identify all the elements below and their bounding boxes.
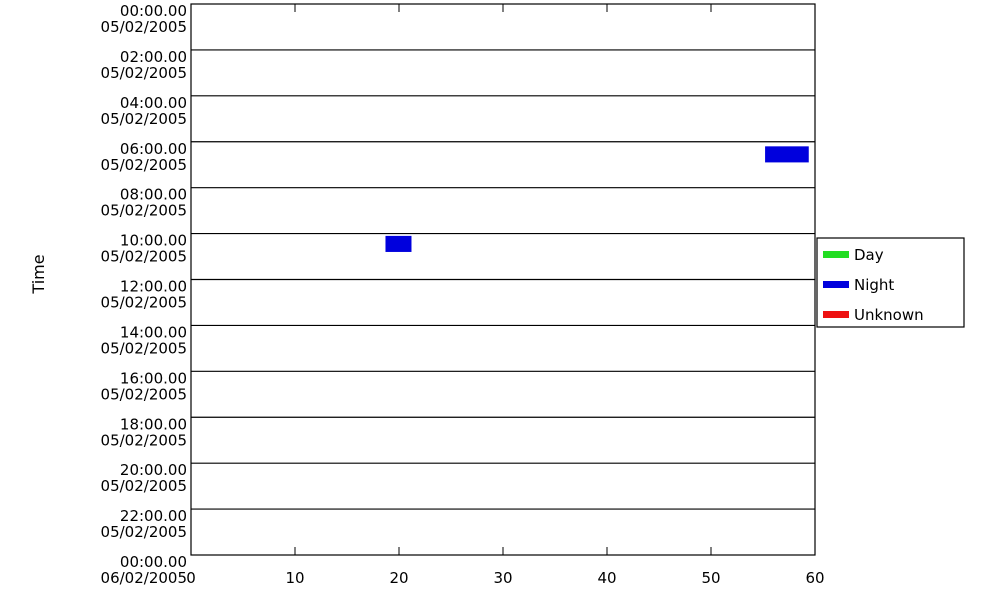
bar-night xyxy=(385,235,412,252)
x-tick-label: 60 xyxy=(805,569,824,587)
grid-lines xyxy=(191,49,815,510)
legend: Day Night Unknown xyxy=(816,237,965,328)
legend-label-unknown: Unknown xyxy=(854,306,924,324)
y-axis-title: Time xyxy=(29,254,48,294)
y-tick-label-time: 00:00.00 xyxy=(120,2,187,20)
y-tick-label-time: 22:00.00 xyxy=(120,507,187,525)
x-tick-label: 10 xyxy=(285,569,304,587)
x-tick-label: 20 xyxy=(389,569,408,587)
y-tick-label-time: 16:00.00 xyxy=(120,369,187,387)
y-tick-label-time: 18:00.00 xyxy=(120,415,187,433)
y-tick-label-date: 05/02/2005 xyxy=(101,385,187,403)
data-bars xyxy=(385,146,809,252)
bar-night xyxy=(765,146,809,163)
legend-label-night: Night xyxy=(854,276,894,294)
y-tick-label-date: 05/02/2005 xyxy=(101,477,187,495)
y-tick-label-time: 04:00.00 xyxy=(120,94,187,112)
x-tick-label: 0 xyxy=(186,569,196,587)
y-tick-label-time: 14:00.00 xyxy=(120,323,187,341)
x-tick-label: 50 xyxy=(701,569,720,587)
y-tick-label-date: 05/02/2005 xyxy=(101,64,187,82)
x-axis-tick-labels: 0 10 20 30 40 50 60 xyxy=(186,569,824,587)
legend-label-day: Day xyxy=(854,246,884,264)
y-tick-label-date: 06/02/2005 xyxy=(101,569,187,587)
y-tick-label-date: 05/02/2005 xyxy=(101,18,187,36)
legend-swatch-night xyxy=(823,281,849,288)
legend-items: Day Night Unknown xyxy=(823,246,924,324)
y-tick-label-date: 05/02/2005 xyxy=(101,156,187,174)
y-tick-label-time: 10:00.00 xyxy=(120,232,187,250)
y-axis-tick-labels: 00:00.0005/02/200502:00.0005/02/200504:0… xyxy=(101,2,187,587)
y-tick-label-time: 02:00.00 xyxy=(120,48,187,66)
y-tick-label-time: 08:00.00 xyxy=(120,186,187,204)
y-tick-label-time: 12:00.00 xyxy=(120,278,187,296)
y-tick-label-time: 06:00.00 xyxy=(120,140,187,158)
y-tick-label-date: 05/02/2005 xyxy=(101,294,187,312)
y-tick-label-date: 05/02/2005 xyxy=(101,431,187,449)
x-tick-label: 30 xyxy=(493,569,512,587)
y-tick-label-date: 05/02/2005 xyxy=(101,523,187,541)
y-tick-label-date: 05/02/2005 xyxy=(101,110,187,128)
x-tick-label: 40 xyxy=(597,569,616,587)
y-tick-label-date: 05/02/2005 xyxy=(101,339,187,357)
legend-swatch-unknown xyxy=(823,311,849,318)
y-tick-label-date: 05/02/2005 xyxy=(101,202,187,220)
y-tick-label-time: 00:00.00 xyxy=(120,553,187,571)
legend-swatch-day xyxy=(823,251,849,258)
y-tick-label-date: 05/02/2005 xyxy=(101,248,187,266)
y-tick-label-time: 20:00.00 xyxy=(120,461,187,479)
x-axis-ticks xyxy=(190,4,816,555)
